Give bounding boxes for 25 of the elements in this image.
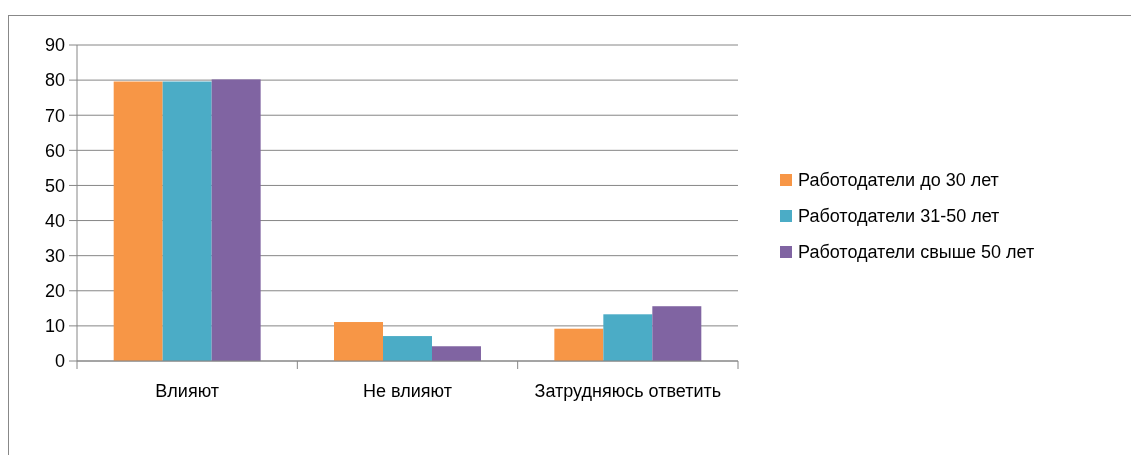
bar (554, 328, 604, 361)
bar (383, 336, 432, 361)
y-tick-label: 90 (44, 35, 65, 56)
y-tick-label: 70 (44, 105, 65, 126)
y-tick-label: 10 (44, 316, 65, 337)
y-tick-label: 50 (44, 175, 65, 196)
bar (334, 322, 384, 361)
bar (211, 79, 261, 361)
bar (603, 314, 653, 361)
x-tick-label: Влияют (155, 381, 219, 401)
y-tick-label: 40 (44, 210, 65, 231)
bar (652, 306, 702, 361)
legend-label: Работодатели до 30 лет (798, 170, 999, 191)
x-tick-label: Затрудняюсь ответить (534, 381, 722, 401)
y-tick-label: 80 (44, 70, 65, 91)
bar (162, 81, 212, 361)
legend-label: Работодатели свыше 50 лет (798, 242, 1035, 263)
y-tick-label: 60 (44, 140, 65, 161)
x-tick-label: Не влияют (363, 381, 452, 401)
legend-label: Работодатели 31-50 лет (798, 206, 1000, 227)
y-tick-label: 20 (44, 281, 65, 302)
y-tick-label: 0 (54, 351, 65, 372)
bar (113, 81, 163, 361)
y-tick-label: 30 (44, 245, 65, 266)
bar (431, 346, 481, 361)
